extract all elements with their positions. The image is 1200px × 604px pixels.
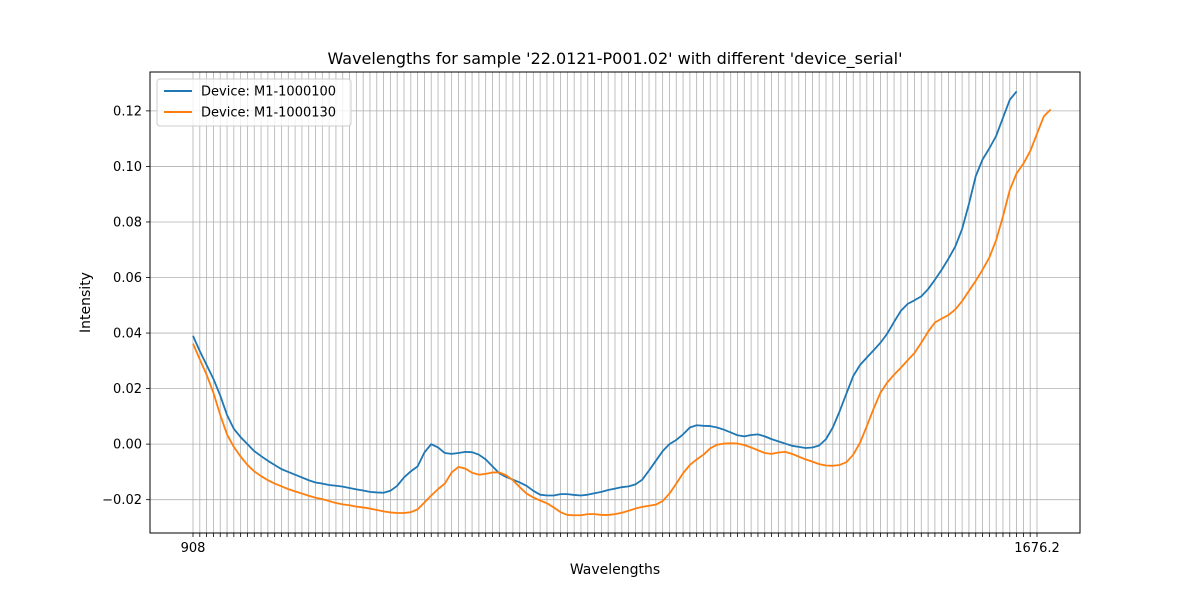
legend: Device: M1-1000100 Device: M1-1000130 (156, 78, 352, 127)
y-tick-label: 0.12 (113, 104, 142, 119)
x-axis-ticks: 908 1676.2 (181, 533, 1060, 556)
x-tick-label-first: 908 (181, 541, 206, 556)
y-tick-label: 0.08 (113, 215, 142, 230)
legend-label-series-1: Device: M1-1000100 (201, 85, 336, 100)
y-gridlines (150, 110, 1080, 501)
y-tick-label: 0.02 (113, 382, 142, 397)
legend-label-series-2: Device: M1-1000130 (201, 106, 336, 121)
series-line-1 (192, 90, 1018, 497)
series-line-2 (192, 108, 1052, 517)
series-layer (192, 90, 1052, 517)
y-tick-label: 0.00 (113, 438, 142, 453)
x-tick-label-last: 1676.2 (1014, 541, 1060, 556)
y-tick-label: 0.04 (113, 327, 142, 342)
y-axis-label: Intensity (78, 272, 94, 333)
y-axis-ticks: −0.02 0.00 0.02 0.04 0.06 0.08 0.10 0.12 (102, 104, 150, 508)
chart-title: Wavelengths for sample '22.0121-P001.02'… (327, 49, 902, 69)
x-axis-label: Wavelengths (570, 562, 660, 578)
legend-box (156, 78, 352, 127)
y-tick-label: 0.10 (113, 160, 142, 175)
y-tick-label: 0.06 (113, 271, 142, 286)
y-tick-label: −0.02 (102, 493, 142, 508)
